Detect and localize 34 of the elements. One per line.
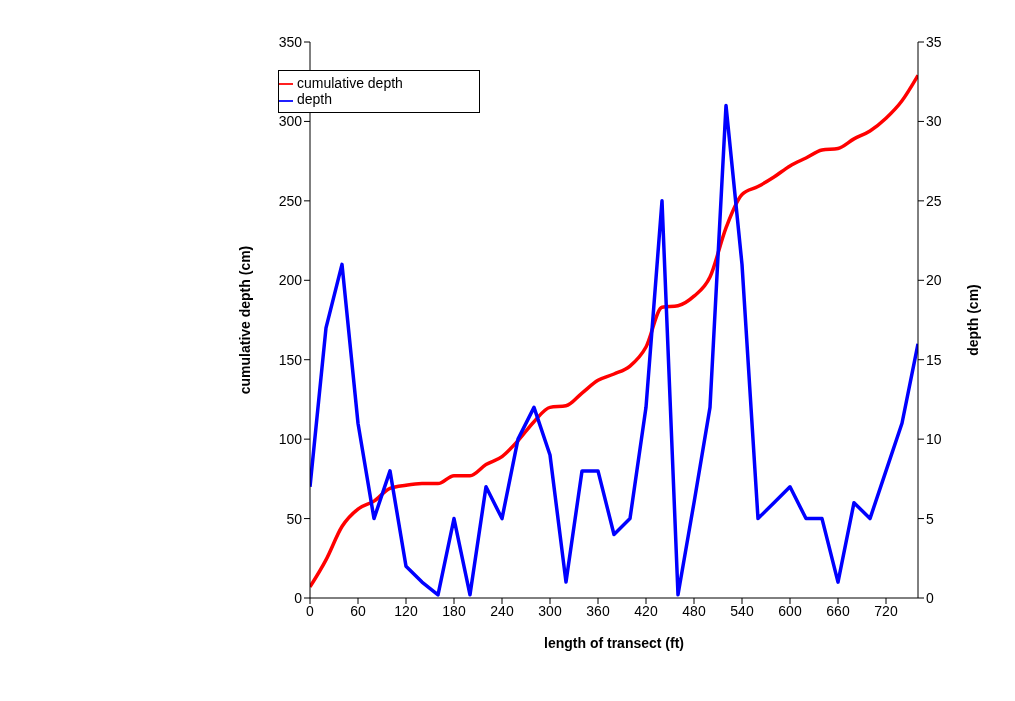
y-tick-label: 200 — [278, 272, 303, 289]
x-tick-label: 120 — [394, 602, 418, 619]
y2-tick-label: 35 — [926, 33, 942, 50]
y2-axis-title: depth (cm) — [964, 284, 981, 356]
y2-tick-label: 5 — [926, 510, 934, 527]
x-tick-label: 600 — [778, 602, 802, 619]
y-tick-label: 50 — [286, 510, 303, 527]
x-tick-label: 300 — [538, 602, 562, 619]
x-tick-label: 240 — [490, 602, 514, 619]
legend-label: cumulative depth — [297, 75, 403, 91]
x-tick-label: 420 — [634, 602, 658, 619]
y-tick-label: 150 — [278, 351, 303, 368]
y2-tick-label: 0 — [926, 589, 934, 606]
y-tick-label: 350 — [278, 33, 303, 50]
x-tick-label: 180 — [442, 602, 466, 619]
x-tick-label: 360 — [586, 602, 610, 619]
x-tick-label: 0 — [306, 602, 315, 619]
x-tick-label: 60 — [350, 602, 366, 619]
y-tick-label: 300 — [278, 113, 303, 130]
y-tick-label: 0 — [294, 589, 303, 606]
y2-tick-label: 15 — [926, 351, 942, 368]
y2-tick-label: 30 — [926, 113, 942, 130]
y-tick-label: 100 — [278, 431, 303, 448]
y2-tick-label: 25 — [926, 192, 942, 209]
y2-tick-label: 10 — [926, 431, 942, 448]
y2-tick-label: 20 — [926, 272, 942, 289]
y-tick-label: 250 — [278, 192, 303, 209]
x-tick-label: 540 — [730, 602, 754, 619]
x-tick-label: 720 — [874, 602, 898, 619]
x-tick-label: 660 — [826, 602, 850, 619]
x-axis-title: length of transect (ft) — [544, 635, 684, 651]
y-axis-title: cumulative depth (cm) — [236, 245, 253, 395]
legend-label: depth — [297, 91, 333, 108]
x-tick-label: 480 — [682, 602, 706, 619]
